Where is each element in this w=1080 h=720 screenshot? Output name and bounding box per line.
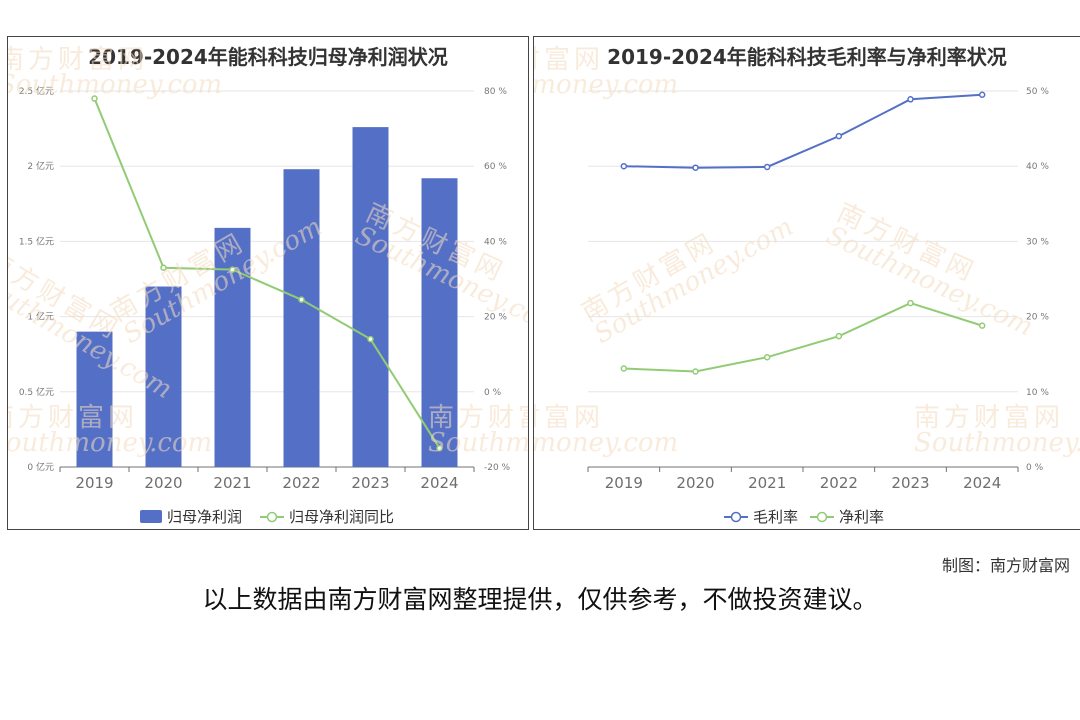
point-yoy bbox=[367, 335, 374, 343]
point-net-margin bbox=[692, 368, 699, 375]
point-gross-margin bbox=[692, 164, 699, 171]
legend-swatch-point bbox=[266, 511, 278, 523]
y-left-tick-label: 1.5 亿元 bbox=[19, 235, 54, 247]
margin-chart: 0 % 10 % 20 % 30 % 40 % 50 % 2019 2020 2021 2022 2… bbox=[587, 87, 1049, 526]
y-right-tick-label: 80 % bbox=[484, 87, 507, 97]
bar-net-profit bbox=[352, 127, 389, 467]
x-tick-label: 2020 bbox=[676, 474, 714, 492]
point-net-margin bbox=[620, 365, 628, 372]
x-tick-label: 2024 bbox=[963, 474, 1001, 492]
bar-net-profit bbox=[421, 178, 458, 467]
net-profit-chart: 0 亿元 0.5 亿元 1 亿元 1.5 亿元 2 亿元 2.5 亿元 -20 % 0 % 20… bbox=[19, 85, 511, 526]
left-chart-title: 2019-2024年能科科技归母净利润状况 bbox=[88, 45, 448, 69]
bar-net-profit bbox=[145, 286, 182, 467]
y-right-tick-label: -20 % bbox=[484, 463, 511, 473]
right-chart-title: 2019-2024年能科科技毛利率与净利率状况 bbox=[607, 45, 1007, 69]
legend-swatch-point bbox=[816, 511, 828, 523]
point-yoy bbox=[160, 264, 167, 271]
legend-label: 归母净利润同比 bbox=[289, 508, 394, 526]
y-right-tick-label: 40 % bbox=[484, 237, 507, 247]
x-tick-label: 2021 bbox=[213, 474, 251, 492]
x-tick-label: 2021 bbox=[748, 474, 786, 492]
line-gross-margin bbox=[623, 93, 983, 169]
point-gross-margin bbox=[978, 91, 986, 99]
point-net-margin bbox=[978, 322, 986, 329]
bar-net-profit bbox=[76, 331, 113, 467]
right-chart-panel: 0 % 10 % 20 % 30 % 40 % 50 % 2019 2020 2021 2022 2… bbox=[533, 36, 1080, 530]
legend-label: 净利率 bbox=[839, 508, 884, 526]
y-right-tick-label: 50 % bbox=[1026, 87, 1049, 97]
line-yoy bbox=[93, 98, 441, 449]
legend-label: 毛利率 bbox=[753, 508, 798, 526]
bar-net-profit bbox=[214, 227, 251, 467]
x-tick-label: 2022 bbox=[820, 474, 858, 492]
point-net-margin bbox=[763, 353, 771, 361]
legend-swatch-point bbox=[730, 511, 742, 523]
point-gross-margin bbox=[620, 162, 628, 170]
x-tick-label: 2023 bbox=[891, 474, 929, 492]
point-gross-margin bbox=[835, 132, 843, 140]
x-tick-label: 2019 bbox=[605, 474, 643, 492]
point-yoy bbox=[436, 444, 443, 452]
point-yoy bbox=[298, 296, 305, 303]
x-tick-label: 2024 bbox=[420, 474, 458, 492]
y-left-tick-label: 2.5 亿元 bbox=[19, 85, 54, 97]
y-right-tick-label: 30 % bbox=[1026, 237, 1049, 247]
y-left-tick-label: 0.5 亿元 bbox=[19, 386, 54, 398]
y-right-tick-label: 0 % bbox=[484, 388, 502, 398]
disclaimer-text: 以上数据由南方财富网整理提供，仅供参考，不做投资建议。 bbox=[202, 585, 878, 614]
chart-credit: 制图：南方财富网 bbox=[941, 556, 1070, 575]
left-chart-panel: 0 亿元 0.5 亿元 1 亿元 1.5 亿元 2 亿元 2.5 亿元 -20 % 0 % 20… bbox=[7, 36, 529, 530]
y-right-tick-label: 40 % bbox=[1026, 162, 1049, 172]
legend-label: 归母净利润 bbox=[167, 508, 242, 526]
x-tick-label: 2023 bbox=[351, 474, 389, 492]
bar-net-profit bbox=[283, 169, 320, 467]
x-tick-label: 2022 bbox=[282, 474, 320, 492]
y-right-tick-label: 20 % bbox=[484, 313, 507, 323]
point-net-margin bbox=[907, 299, 914, 307]
point-net-margin bbox=[835, 332, 843, 340]
y-left-tick-label: 2 亿元 bbox=[27, 160, 54, 172]
y-left-tick-label: 0 亿元 bbox=[27, 461, 54, 473]
legend-swatch-bar bbox=[140, 510, 162, 523]
y-right-tick-label: 0 % bbox=[1026, 463, 1044, 473]
y-right-tick-label: 20 % bbox=[1026, 313, 1049, 323]
x-tick-label: 2020 bbox=[144, 474, 182, 492]
x-tick-label: 2019 bbox=[75, 474, 113, 492]
point-gross-margin bbox=[763, 163, 771, 171]
point-yoy bbox=[91, 95, 98, 102]
y-right-tick-label: 10 % bbox=[1026, 388, 1049, 398]
y-left-tick-label: 1 亿元 bbox=[27, 311, 54, 323]
point-gross-margin bbox=[907, 96, 914, 103]
y-right-tick-label: 60 % bbox=[484, 162, 507, 172]
point-yoy bbox=[229, 266, 236, 273]
line-net-margin bbox=[623, 301, 983, 373]
